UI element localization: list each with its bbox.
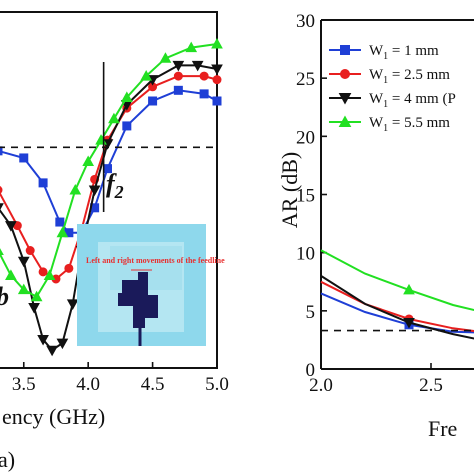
left-series-group [0,38,223,357]
inset-patch-shape [118,272,158,328]
left-series-point-w1_2_5mm [64,263,74,273]
right-x-tick-label: 2.5 [419,375,443,396]
right-y-tick-label: 30 [296,11,315,32]
left-series-point-w1_1mm [38,178,48,188]
left-series-line-w1_1mm [0,89,218,234]
left-series-point-w1_2_5mm [38,267,48,277]
left-series-point-w1_4mm [191,60,204,72]
left-series-point-w1_4mm [46,345,58,357]
legend-marker [338,93,352,105]
left-series-point-w1_1mm [212,96,222,106]
right-y-tick-label: 10 [296,244,315,265]
right-y-axis-label: AR (dB) [277,152,302,228]
left-series-point-w1_1mm [19,153,29,163]
legend-item-w1_1mm: W1 = 1 mm [329,43,439,62]
left-series-point-w1_4mm [172,60,185,72]
feedline-inset-image: Left and right movements of the feedline [77,224,225,346]
right-y-tick-label: 25 [296,69,315,90]
left-series-point-w1_4mm [0,203,4,211]
left-series-point-w1_5_5mm [0,248,4,256]
left-panel: f2 b Left and right movements of the fee… [0,11,229,472]
left-partial-curve-label: b [0,282,9,311]
right-y-tick-label: 5 [306,302,316,323]
legend: W1 = 1 mm W1 = 2.5 mm W1 = 4 mm (P W1 = 5.5… [329,43,456,134]
left-series-point-w1_2_5mm [199,71,209,81]
right-series-line-w1_1mm [320,292,474,334]
left-series-point-w1_5_5mm [82,155,95,167]
right-y-ticks: 0 5 10 15 20 25 30 [296,11,327,381]
left-series-point-w1_4mm [66,299,79,310]
left-series-point-w1_2_5mm [0,185,3,195]
left-series-point-w1_5_5mm [108,112,120,124]
left-series-point-w1_1mm [173,85,183,95]
left-series-point-w1_4mm [5,221,17,232]
left-series-point-w1_5_5mm [159,52,172,63]
left-series-point-w1_5_5mm [5,269,17,280]
legend-marker [338,115,352,127]
left-series-point-w1_1mm [148,96,158,106]
left-series-point-w1_5_5mm [120,91,133,102]
left-series-point-w1_5_5mm [140,70,152,81]
left-x-tick-label: 5.0 [205,374,229,395]
legend-label: W1 = 5.5 mm [369,115,450,134]
f2-marker-label: f2 [106,169,124,202]
right-x-axis-label: Fre [428,416,457,441]
right-y-tick-label: 15 [296,186,315,207]
left-series-point-w1_4mm [211,64,223,75]
left-plot-frame [0,11,218,369]
left-series-point-w1_4mm [56,338,69,350]
legend-item-w1_5_5mm: W1 = 5.5 mm [329,115,450,134]
left-series-point-w1_4mm [17,256,30,268]
legend-label: W1 = 2.5 mm [369,67,450,86]
right-series-group [320,249,474,340]
inset-caption: Left and right movements of the feedline [86,256,225,265]
left-series-point-w1_5_5mm [17,283,30,295]
right-series-point-w1_4mm [403,317,415,329]
legend-marker [340,69,350,79]
left-x-axis-label: ency (GHz) [2,404,105,429]
left-series-point-w1_5_5mm [211,38,223,49]
left-series-point-w1_4mm [88,185,101,197]
left-series-point-w1_5_5mm [185,41,198,53]
left-series-point-w1_2_5mm [212,75,222,85]
legend-label: W1 = 1 mm [369,43,439,62]
left-series-point-w1_5_5mm [43,269,56,280]
left-series-point-w1_1mm [55,217,65,227]
left-series-point-w1_5_5mm [30,290,43,302]
left-panel-label: a) [0,447,15,472]
left-series-point-w1_4mm [37,335,49,346]
left-series-point-w1_2_5mm [173,71,183,81]
right-y-tick-label: 0 [306,360,316,381]
legend-marker [340,45,350,55]
left-series-point-w1_5_5mm [56,226,69,238]
left-x-tick-label: 4.5 [141,374,165,395]
left-series-point-w1_1mm [0,146,3,156]
left-series-point-w1_4mm [28,302,40,314]
legend-label: W1 = 4 mm (P [369,91,456,110]
left-series-point-w1_1mm [199,89,209,99]
left-x-tick-label: 4.0 [76,374,100,395]
right-series-line-w1_4mm [320,275,474,340]
legend-item-w1_2_5mm: W1 = 2.5 mm [329,67,450,86]
right-x-ticks: 2.02.53.0 [309,363,443,396]
left-x-tick-label: 3.5 [12,374,36,395]
left-series-point-w1_5_5mm [69,183,82,195]
left-series-point-w1_1mm [122,121,132,131]
left-series-point-w1_2_5mm [25,246,35,256]
left-x-ticks: 3.5 4.0 4.5 5.0 [12,362,229,395]
right-x-tick-label: 2.0 [309,375,333,396]
legend-item-w1_4mm: W1 = 4 mm (P [329,91,456,110]
right-series-line-w1_5_5mm [320,249,474,312]
right-series-point-w1_5_5mm [403,283,415,295]
right-y-tick-label: 20 [296,127,315,148]
